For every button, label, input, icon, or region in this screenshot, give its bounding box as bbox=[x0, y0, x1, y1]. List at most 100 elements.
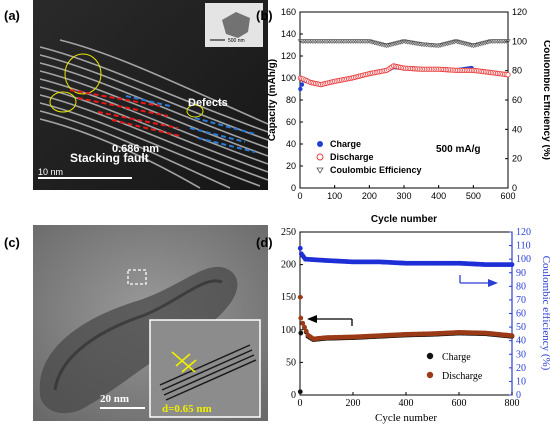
data-point-charge bbox=[297, 389, 303, 395]
data-point-coulombic-efficiency bbox=[373, 41, 380, 46]
y2-tick-label: 60 bbox=[516, 309, 526, 320]
data-point-charge bbox=[299, 82, 305, 87]
data-point-coulombic-efficiency bbox=[378, 42, 385, 47]
data-point-coulombic-efficiency bbox=[460, 41, 466, 46]
panel-label-b: (b) bbox=[256, 8, 273, 23]
y-tick-label: 100 bbox=[281, 325, 296, 336]
y2-tick-label: 0 bbox=[516, 390, 521, 401]
spacing-marker-c bbox=[171, 351, 197, 373]
nanotube-wall bbox=[53, 279, 223, 391]
legend-marker-charge-b bbox=[317, 141, 323, 147]
panel-label-d: (d) bbox=[256, 235, 273, 250]
scale-label-c: 20 nm bbox=[100, 393, 129, 405]
legend-b: Charge Discharge Coulombic Efficiency bbox=[316, 139, 422, 175]
defects-label: Defects bbox=[188, 97, 228, 109]
data-point-coulombic-efficiency bbox=[371, 40, 378, 46]
y2-tick-label: 10 bbox=[516, 376, 526, 387]
legend-d: Charge Discharge bbox=[426, 352, 483, 382]
legend-label-ce-b: Coulombic Efficiency bbox=[330, 165, 422, 175]
panel-label-a: (a) bbox=[4, 8, 20, 23]
blue-dashed-lines bbox=[125, 95, 256, 153]
defect-circle-1 bbox=[64, 53, 102, 95]
data-point-discharge bbox=[297, 294, 303, 300]
legend-label-charge-b: Charge bbox=[330, 139, 361, 149]
data-point-coulombic-efficiency bbox=[376, 42, 383, 47]
y-axis-title-b: Capacity (mAh/g) bbox=[267, 59, 278, 141]
data-point-coulombic-efficiency bbox=[463, 42, 470, 47]
y2-tick-label: 90 bbox=[516, 268, 526, 279]
y2-tick-label: 30 bbox=[516, 349, 526, 360]
rate-annotation-b: 500 mA/g bbox=[436, 144, 480, 155]
y2-tick-label: 80 bbox=[516, 281, 526, 292]
y2-tick-label: 100 bbox=[516, 254, 531, 265]
inset-particle bbox=[222, 12, 250, 38]
data-point-coulombic-efficiency bbox=[382, 43, 388, 48]
y2-tick-label: 20 bbox=[512, 154, 522, 164]
legend-label-charge-d: Charge bbox=[442, 352, 471, 363]
y2-tick-label: 110 bbox=[516, 241, 531, 252]
y-tick-label: 140 bbox=[281, 29, 296, 39]
data-point-discharge bbox=[298, 315, 304, 321]
x-tick-label: 600 bbox=[452, 398, 467, 409]
y2-tick-label: 50 bbox=[516, 322, 526, 333]
panel-d: (d) 0 200 400 600 800 0 50 100 150 200 250 0 10 20 3… bbox=[256, 227, 550, 424]
data-point-coulombic-efficiency bbox=[505, 39, 511, 44]
arrow-left-d bbox=[307, 315, 353, 326]
y2-tick-label: 120 bbox=[516, 227, 531, 238]
legend-marker-discharge-d bbox=[426, 371, 434, 379]
x-tick-label: 400 bbox=[399, 398, 414, 409]
y-tick-label: 80 bbox=[286, 95, 296, 105]
y-tick-label: 0 bbox=[291, 390, 296, 401]
x-tick-label: 800 bbox=[505, 398, 520, 409]
panel-b: (b) 0 100 200 300 400 500 600 0204060801001201… bbox=[256, 7, 550, 225]
series-d bbox=[297, 245, 515, 395]
data-point-charge bbox=[298, 330, 304, 336]
y2-tick-label: 40 bbox=[516, 336, 526, 347]
y-tick-label: 200 bbox=[281, 260, 296, 271]
y-tick-label: 250 bbox=[281, 227, 296, 238]
scale-label-a: 10 nm bbox=[38, 167, 63, 177]
stacking-fault-label: Stacking fault bbox=[70, 151, 149, 165]
data-point-discharge bbox=[505, 72, 511, 78]
data-point-coulombic-efficiency bbox=[375, 41, 381, 47]
arrow-right-d bbox=[459, 275, 498, 287]
y2-tick-label: 0 bbox=[512, 183, 517, 193]
inset-fringes bbox=[159, 344, 257, 401]
data-point-discharge bbox=[509, 333, 515, 339]
y2-ticks-d: 0 10 20 30 40 50 60 70 80 90 100 110 120 bbox=[509, 227, 531, 401]
spacing-label-c: d=0.65 nm bbox=[162, 403, 212, 415]
legend-marker-ce-b bbox=[316, 167, 324, 174]
data-point-coulombic-efficiency bbox=[458, 40, 464, 46]
data-point-discharge bbox=[302, 324, 307, 330]
x-tick-label: 500 bbox=[466, 191, 481, 201]
lattice-fringes bbox=[39, 39, 269, 189]
zoom-box bbox=[127, 269, 147, 285]
y2-ticks-b: 0 20 40 60 80 100 120 bbox=[505, 7, 527, 193]
data-point-coulombic-efficiency bbox=[468, 43, 475, 48]
y-tick-label: 120 bbox=[281, 51, 296, 61]
data-point-coulombic-efficiency bbox=[453, 39, 459, 44]
data-point-coulombic-efficiency bbox=[456, 40, 463, 45]
data-point-series-2 bbox=[297, 245, 303, 251]
data-point-discharge bbox=[303, 328, 309, 334]
y-tick-label: 100 bbox=[281, 73, 296, 83]
y2-tick-label: 70 bbox=[516, 295, 526, 306]
y-tick-label: 40 bbox=[286, 139, 296, 149]
x-tick-label: 400 bbox=[431, 191, 446, 201]
data-point-series-2 bbox=[509, 262, 515, 267]
nanotube-body bbox=[39, 266, 238, 414]
y-tick-label: 160 bbox=[281, 7, 296, 17]
y2-tick-label: 60 bbox=[512, 95, 522, 105]
defect-circle-2 bbox=[49, 91, 77, 113]
data-point-coulombic-efficiency bbox=[454, 39, 461, 45]
x-tick-label: 200 bbox=[346, 398, 361, 409]
x-axis-title-d: Cycle number bbox=[375, 412, 437, 424]
legend-label-discharge-d: Discharge bbox=[442, 371, 483, 382]
inset-scale-label: 500 nm bbox=[228, 38, 245, 44]
y-ticks-b: 0 20 40 60 80 100 120 140 160 bbox=[281, 7, 303, 193]
x-tick-label: 0 bbox=[298, 398, 303, 409]
x-tick-label: 200 bbox=[362, 191, 377, 201]
red-dashed-lines bbox=[69, 89, 181, 137]
x-tick-label: 100 bbox=[327, 191, 342, 201]
